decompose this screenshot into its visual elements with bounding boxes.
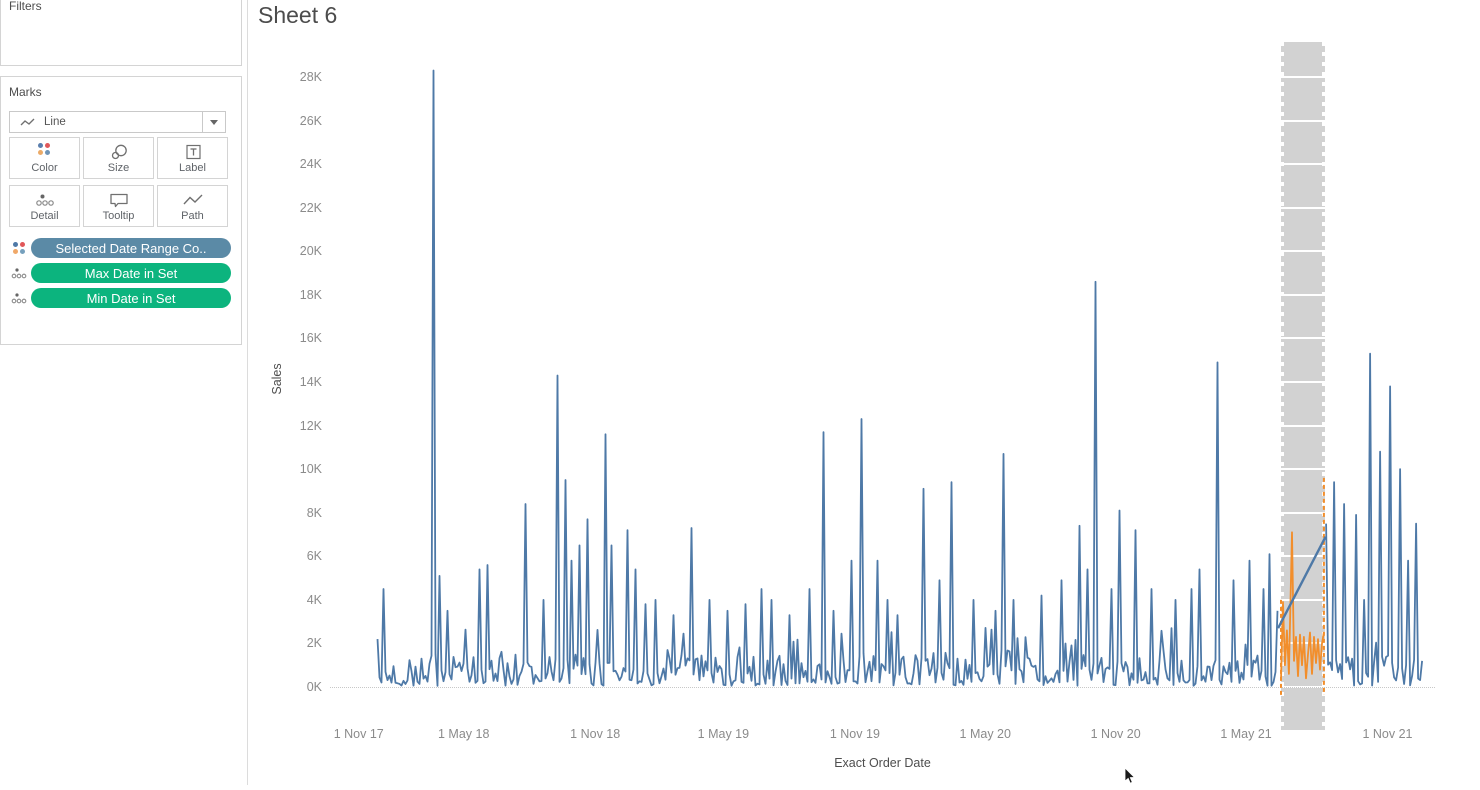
band-gridline [1280, 424, 1326, 427]
size-button-label: Size [107, 162, 130, 174]
y-axis-tick-label: 24K [299, 157, 322, 172]
sheet-title: Sheet 6 [258, 2, 338, 28]
y-axis-tick-label: 26K [299, 113, 322, 128]
x-axis-tick-label: 1 May 19 [697, 727, 750, 741]
detail-button-label: Detail [30, 210, 59, 222]
y-axis-tick-label: 16K [299, 331, 322, 346]
x-axis-title: Exact Order Date [834, 756, 931, 770]
y-axis-tick-label: 10K [299, 462, 322, 477]
band-gridline [1280, 250, 1326, 253]
pill-max-date-in-set[interactable]: Max Date in Set [31, 263, 231, 283]
pill-row: Min Date in Set [9, 288, 231, 308]
band-dashed-edge [1280, 42, 1284, 730]
y-axis-tick-label: 20K [299, 244, 322, 259]
mark-type-value: Line [44, 116, 66, 128]
mark-type-dropdown[interactable]: Line [9, 111, 226, 133]
y-axis-tick-label: 4K [306, 592, 322, 607]
color-shelf-icon[interactable] [9, 241, 29, 255]
filters-panel-title: Filters [9, 0, 42, 13]
pill-row: Max Date in Set [9, 263, 231, 283]
x-axis-tick-label: 1 May 18 [437, 727, 490, 741]
selected-range-trend-line [1277, 536, 1327, 629]
y-axis-tick-label: 14K [299, 375, 322, 389]
detail-icon [10, 191, 79, 209]
label-button[interactable]: Label [157, 137, 228, 179]
y-axis-tick-label: 12K [299, 418, 322, 433]
marks-panel-title: Marks [9, 85, 42, 99]
color-button[interactable]: Color [9, 137, 80, 179]
band-gridline [1280, 337, 1326, 340]
y-axis-tick-label: 22K [299, 200, 322, 215]
path-button-label: Path [181, 210, 204, 222]
filters-panel: Filters [0, 0, 242, 66]
x-axis-tick-label: 1 Nov 21 [1362, 727, 1413, 741]
color-button-label: Color [31, 162, 58, 174]
x-axis-tick-label: 1 Nov 20 [1090, 727, 1141, 741]
x-axis-tick-label: 1 May 21 [1220, 727, 1272, 741]
x-axis-tick-label: 1 Nov 17 [333, 727, 384, 741]
x-axis-tick-label: 1 Nov 18 [570, 727, 621, 741]
detail-shelf-icon[interactable] [9, 291, 29, 306]
band-gridline [1280, 119, 1326, 122]
tooltip-button[interactable]: Tooltip [83, 185, 154, 227]
y-axis-tick-label: 6K [306, 549, 322, 564]
detail-shelf-icon[interactable] [9, 266, 29, 281]
y-axis-tick-label: 8K [306, 505, 322, 520]
band-gridline [1280, 206, 1326, 209]
y-axis-tick-label: 0K [306, 680, 322, 694]
label-icon [158, 143, 227, 161]
sales-line-chart [376, 69, 1423, 695]
dropdown-caret-icon[interactable] [202, 112, 225, 132]
band-gridline [1280, 293, 1326, 296]
x-axis-tick-label: 1 Nov 19 [829, 727, 880, 741]
size-icon [84, 143, 153, 161]
marks-panel: Marks Line Color Size Label Detail [0, 76, 242, 345]
y-axis-tick-label: 28K [299, 70, 322, 84]
detail-button[interactable]: Detail [9, 185, 80, 227]
sales-line-segment [376, 69, 1279, 687]
zero-baseline [330, 687, 1435, 688]
band-gridline [1280, 163, 1326, 166]
pill-selected-date-range[interactable]: Selected Date Range Co.. [31, 238, 231, 258]
tooltip-icon [84, 191, 153, 209]
path-icon [158, 191, 227, 209]
band-dashed-edge [1322, 42, 1326, 730]
pill-min-date-in-set[interactable]: Min Date in Set [31, 288, 231, 308]
mouse-cursor-icon [1124, 767, 1136, 790]
label-button-label: Label [179, 162, 206, 174]
x-axis-tick-label: 1 May 20 [959, 727, 1011, 741]
band-gridline [1280, 468, 1326, 471]
pill-row: Selected Date Range Co.. [9, 238, 231, 258]
band-gridline [1280, 598, 1326, 601]
band-gridline [1280, 381, 1326, 383]
color-icon [10, 143, 79, 156]
sales-line-segment [1325, 352, 1423, 687]
y-axis-tick-label: 2K [306, 636, 322, 651]
band-gridline [1280, 76, 1326, 78]
band-gridline [1280, 555, 1326, 558]
line-mark-icon [20, 117, 36, 127]
band-gridline [1280, 511, 1326, 514]
path-button[interactable]: Path [157, 185, 228, 227]
selected-range-sales-line [1280, 531, 1325, 681]
size-button[interactable]: Size [83, 137, 154, 179]
panel-divider [247, 0, 248, 785]
y-axis-tick-label: 18K [299, 287, 322, 302]
tooltip-button-label: Tooltip [102, 210, 135, 222]
